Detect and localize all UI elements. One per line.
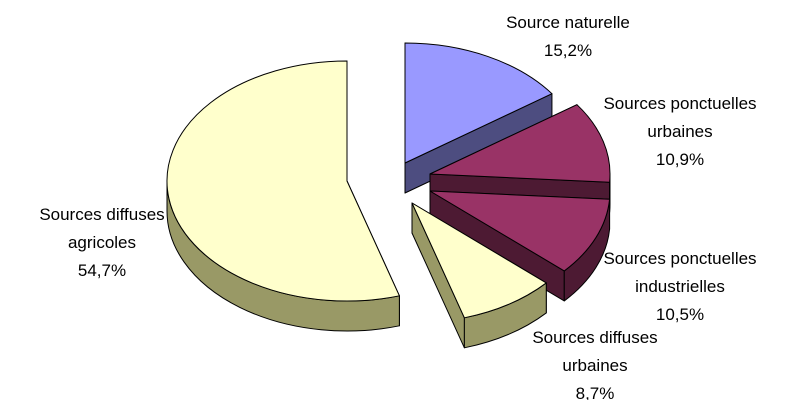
sources-diffuses-agricoles-value: 54,7% [78,261,126,280]
sources-diffuses-agricoles-label: Sources diffuses agricoles 54,7% [39,205,164,280]
sources-diffuses-urbaines-slice [411,202,547,319]
sources-diffuses-agricoles-name-line: agricoles [68,233,136,252]
sources-diffuses-agricoles-name-line: Sources diffuses [39,205,164,224]
sources-diffuses-agricoles-slice [166,60,400,302]
sources-ponctuelles-industrielles-value: 10,5% [656,305,704,324]
sources-ponctuelles-urbaines-value: 10,9% [656,150,704,169]
sources-ponctuelles-industrielles-name-line: industrielles [635,277,725,296]
sources-diffuses-urbaines-value: 8,7% [576,384,615,400]
sources-diffuses-urbaines-name-line: Sources diffuses [532,328,657,347]
sources-ponctuelles-urbaines-label: Sources ponctuelles urbaines 10,9% [603,94,756,169]
source-naturelle-value: 15,2% [544,41,592,60]
sources-diffuses-urbaines-label: Sources diffuses urbaines 8,7% [532,328,657,400]
sources-diffuses-urbaines-name-line: urbaines [562,356,627,375]
sources-ponctuelles-industrielles-slice [429,190,611,272]
sources-ponctuelles-industrielles-name-line: Sources ponctuelles [603,249,756,268]
slice-labels: Source naturelle 15,2% Sources ponctuelles… [39,13,756,400]
source-naturelle-label: Source naturelle 15,2% [506,13,630,60]
sources-ponctuelles-industrielles-label: Sources ponctuelles industrielles 10,5% [603,249,756,324]
pie-tops [166,42,611,319]
sources-ponctuelles-urbaines-slice [429,104,611,183]
source-naturelle-slice [404,42,553,164]
sources-ponctuelles-urbaines-name-line: Sources ponctuelles [603,94,756,113]
source-naturelle-name-line: Source naturelle [506,13,630,32]
sources-ponctuelles-urbaines-name-line: urbaines [647,122,712,141]
